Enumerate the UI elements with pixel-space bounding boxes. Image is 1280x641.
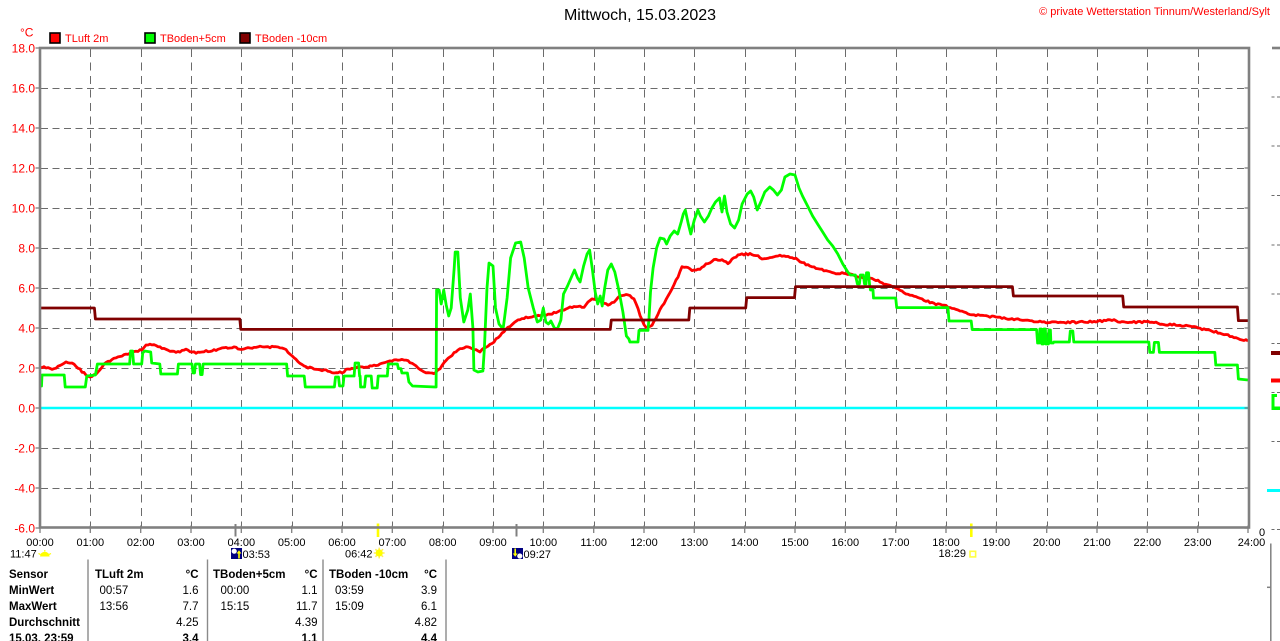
svg-text:19:00: 19:00 xyxy=(983,537,1011,549)
svg-text:05:00: 05:00 xyxy=(278,537,306,549)
svg-text:3.4: 3.4 xyxy=(183,633,200,641)
svg-text:00:57: 00:57 xyxy=(100,585,129,597)
svg-text:6.0: 6.0 xyxy=(18,282,35,296)
svg-text:-6.0: -6.0 xyxy=(14,522,35,536)
svg-text:11:47: 11:47 xyxy=(10,549,37,561)
svg-text:10:00: 10:00 xyxy=(530,537,558,549)
svg-text:09:00: 09:00 xyxy=(479,537,507,549)
svg-text:TLuft 2m: TLuft 2m xyxy=(65,33,108,45)
svg-text:°C: °C xyxy=(424,569,437,581)
svg-text:03:59: 03:59 xyxy=(335,585,364,597)
svg-text:16.0: 16.0 xyxy=(12,82,36,96)
svg-text:3.9: 3.9 xyxy=(421,585,437,597)
svg-text:12.0: 12.0 xyxy=(12,162,36,176)
svg-text:07:00: 07:00 xyxy=(379,537,407,549)
svg-text:4.25: 4.25 xyxy=(176,617,198,629)
svg-text:17:00: 17:00 xyxy=(882,537,910,549)
svg-text:13:56: 13:56 xyxy=(100,601,129,613)
svg-text:°C: °C xyxy=(20,26,34,40)
svg-text:1.1: 1.1 xyxy=(302,585,318,597)
svg-text:08:00: 08:00 xyxy=(429,537,457,549)
svg-text:TBoden+5cm: TBoden+5cm xyxy=(213,569,286,581)
svg-text:06:00: 06:00 xyxy=(328,537,356,549)
svg-text:6.1: 6.1 xyxy=(421,601,437,613)
svg-text:TLuft 2m: TLuft 2m xyxy=(95,569,144,581)
svg-text:0: 0 xyxy=(1259,527,1265,539)
svg-text:7.7: 7.7 xyxy=(183,601,199,613)
svg-text:-4.0: -4.0 xyxy=(14,482,35,496)
svg-text:15:09: 15:09 xyxy=(335,601,364,613)
svg-text:Sensor: Sensor xyxy=(9,569,49,581)
svg-text:13:00: 13:00 xyxy=(681,537,709,549)
svg-text:11.7: 11.7 xyxy=(296,601,318,613)
svg-text:04:00: 04:00 xyxy=(228,537,256,549)
svg-text:03:00: 03:00 xyxy=(177,537,205,549)
svg-text:TBoden -10cm: TBoden -10cm xyxy=(255,33,327,45)
svg-text:00:00: 00:00 xyxy=(221,585,250,597)
svg-text:15.03, 23:59: 15.03, 23:59 xyxy=(9,633,74,641)
svg-text:MinWert: MinWert xyxy=(9,585,54,597)
svg-text:18.0: 18.0 xyxy=(12,42,36,56)
svg-text:23:00: 23:00 xyxy=(1184,537,1212,549)
svg-text:-2.0: -2.0 xyxy=(14,442,35,456)
svg-text:01:00: 01:00 xyxy=(77,537,105,549)
svg-text:1.1: 1.1 xyxy=(302,633,319,641)
svg-text:16:00: 16:00 xyxy=(832,537,860,549)
svg-text:20:00: 20:00 xyxy=(1033,537,1061,549)
svg-text:4.39: 4.39 xyxy=(295,617,317,629)
svg-text:TBoden -10cm: TBoden -10cm xyxy=(329,569,408,581)
svg-text:4.0: 4.0 xyxy=(18,322,35,336)
svg-text:10.0: 10.0 xyxy=(12,202,36,216)
svg-text:1.6: 1.6 xyxy=(183,585,199,597)
svg-text:18:00: 18:00 xyxy=(932,537,960,549)
svg-text:21:00: 21:00 xyxy=(1083,537,1111,549)
svg-text:22:00: 22:00 xyxy=(1134,537,1162,549)
svg-text:Mittwoch, 15.03.2023: Mittwoch, 15.03.2023 xyxy=(564,7,716,24)
svg-text:02:00: 02:00 xyxy=(127,537,155,549)
svg-text:0.0: 0.0 xyxy=(18,402,35,416)
svg-text:°C: °C xyxy=(186,569,199,581)
svg-text:24:00: 24:00 xyxy=(1238,537,1266,549)
svg-text:03:53: 03:53 xyxy=(243,549,271,561)
svg-text:TBoden+5cm: TBoden+5cm xyxy=(160,33,226,45)
svg-text:15:00: 15:00 xyxy=(781,537,809,549)
svg-text:06:42: 06:42 xyxy=(345,549,373,561)
svg-text:14.0: 14.0 xyxy=(12,122,36,136)
svg-text:15:15: 15:15 xyxy=(221,601,250,613)
svg-text:09:27: 09:27 xyxy=(524,549,552,561)
svg-text:00:00: 00:00 xyxy=(26,537,54,549)
svg-text:4.82: 4.82 xyxy=(415,617,437,629)
svg-text:Durchschnitt: Durchschnitt xyxy=(9,617,80,629)
svg-text:11:00: 11:00 xyxy=(580,537,607,549)
svg-text:© private Wetterstation Tinnum: © private Wetterstation Tinnum/Westerlan… xyxy=(1039,6,1270,18)
svg-text:8.0: 8.0 xyxy=(18,242,35,256)
svg-text:18:29: 18:29 xyxy=(939,548,967,560)
svg-text:MaxWert: MaxWert xyxy=(9,601,57,613)
svg-text:2.0: 2.0 xyxy=(18,362,35,376)
svg-text:4.4: 4.4 xyxy=(421,633,438,641)
svg-text:14:00: 14:00 xyxy=(731,537,759,549)
svg-text:°C: °C xyxy=(305,569,318,581)
svg-text:12:00: 12:00 xyxy=(630,537,658,549)
